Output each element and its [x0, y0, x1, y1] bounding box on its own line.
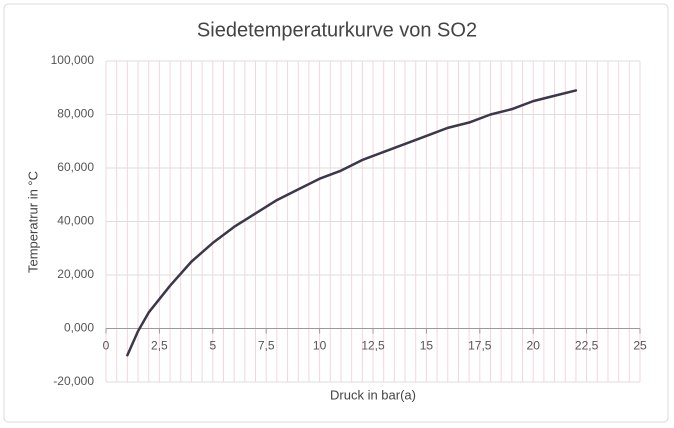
x-tick-label: 0 — [103, 339, 110, 353]
chart-frame — [3, 3, 669, 423]
y-tick-label: -20,000 — [53, 374, 94, 388]
x-axis-title: Druck in bar(a) — [330, 387, 416, 402]
y-tick-label: 80,000 — [57, 107, 94, 121]
x-tick-label: 17,5 — [468, 339, 492, 353]
x-tick-label: 5 — [209, 339, 216, 353]
x-tick-label: 22,5 — [575, 339, 599, 353]
x-tick-label: 7,5 — [258, 339, 275, 353]
x-tick-label: 25 — [633, 339, 647, 353]
y-axis-title: Temperatrur in °C — [25, 171, 40, 273]
x-tick-label: 10 — [313, 339, 327, 353]
x-tick-label: 15 — [420, 339, 434, 353]
y-tick-label: 20,000 — [57, 267, 94, 281]
y-tick-label: 60,000 — [57, 160, 94, 174]
data-line — [126, 89, 578, 357]
y-tick-label: 0,000 — [64, 321, 94, 335]
chart-title: Siedetemperaturkurve von SO2 — [197, 19, 477, 41]
x-tick-label: 20 — [527, 339, 541, 353]
x-tick-label: 12,5 — [361, 339, 385, 353]
y-tick-label: 100,000 — [51, 53, 95, 67]
y-tick-label: 40,000 — [57, 214, 94, 228]
x-tick-label: 2,5 — [151, 339, 168, 353]
